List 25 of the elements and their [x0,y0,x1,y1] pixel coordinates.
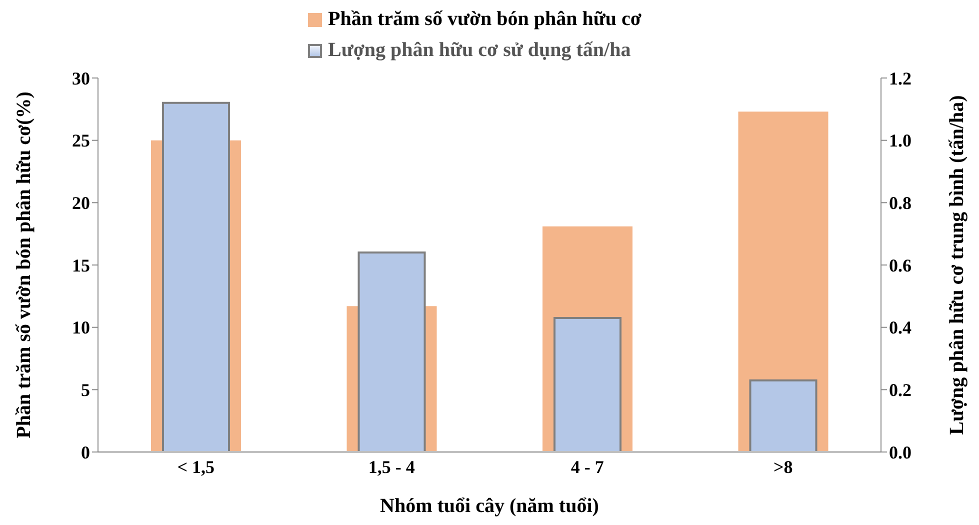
bar [554,316,622,452]
y-tick-label: 25 [72,130,90,151]
y-tick-label: 30 [72,68,90,88]
y2-tick-label: 0.6 [889,255,912,276]
legend-label: Lượng phân hữu cơ sử dụng tấn/ha [328,39,631,62]
y-tick-label: 10 [72,318,90,338]
x-tick-label: 4 - 7 [570,456,604,477]
x-tick-label: 1,5 - 4 [368,456,415,477]
x-tick-label: >8 [773,456,793,477]
x-tick-label: < 1,5 [177,456,215,477]
y2-tick-label: 1.2 [889,68,912,88]
legend-label: Phần trăm số vườn bón phân hữu cơ [328,8,642,31]
y2-tick-label: 0.0 [889,442,912,462]
y-tick-label: 0 [81,442,90,462]
bar [749,379,818,452]
y2-tick-label: 0.8 [889,193,912,214]
y-axis-title: Phần trăm số vườn bón phân hữu cơ(%) [13,92,36,438]
y2-axis-title: Lượng phân hữu cơ trung bình (tấn/ha) [946,95,968,435]
y-tick-label: 5 [81,380,90,400]
y2-tick-label: 0.4 [889,318,912,338]
y-tick-label: 15 [72,255,90,276]
y2-tick-label: 1.0 [889,130,912,151]
x-axis-title: Nhóm tuổi cây (năm tuổi) [380,495,599,517]
y2-tick-label: 0.2 [889,380,912,400]
y-tick-label: 20 [72,193,90,214]
